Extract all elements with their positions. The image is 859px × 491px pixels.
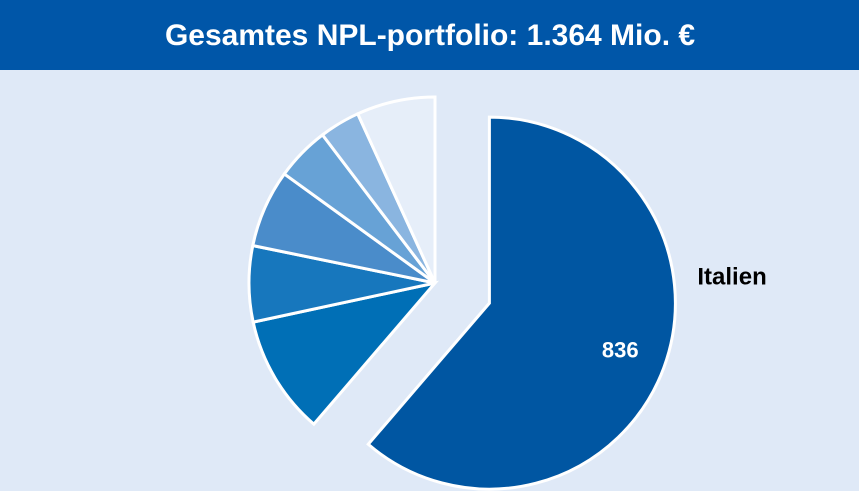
pie-slice bbox=[355, 95, 437, 284]
pie-slice bbox=[251, 280, 440, 427]
data-label: 836 bbox=[602, 337, 639, 362]
title-bar bbox=[0, 0, 859, 70]
pie-slice bbox=[366, 115, 677, 491]
chart-title: Gesamtes NPL-portfolio: 1.364 Mio. € bbox=[165, 19, 695, 52]
category-label: Italien bbox=[697, 263, 766, 290]
